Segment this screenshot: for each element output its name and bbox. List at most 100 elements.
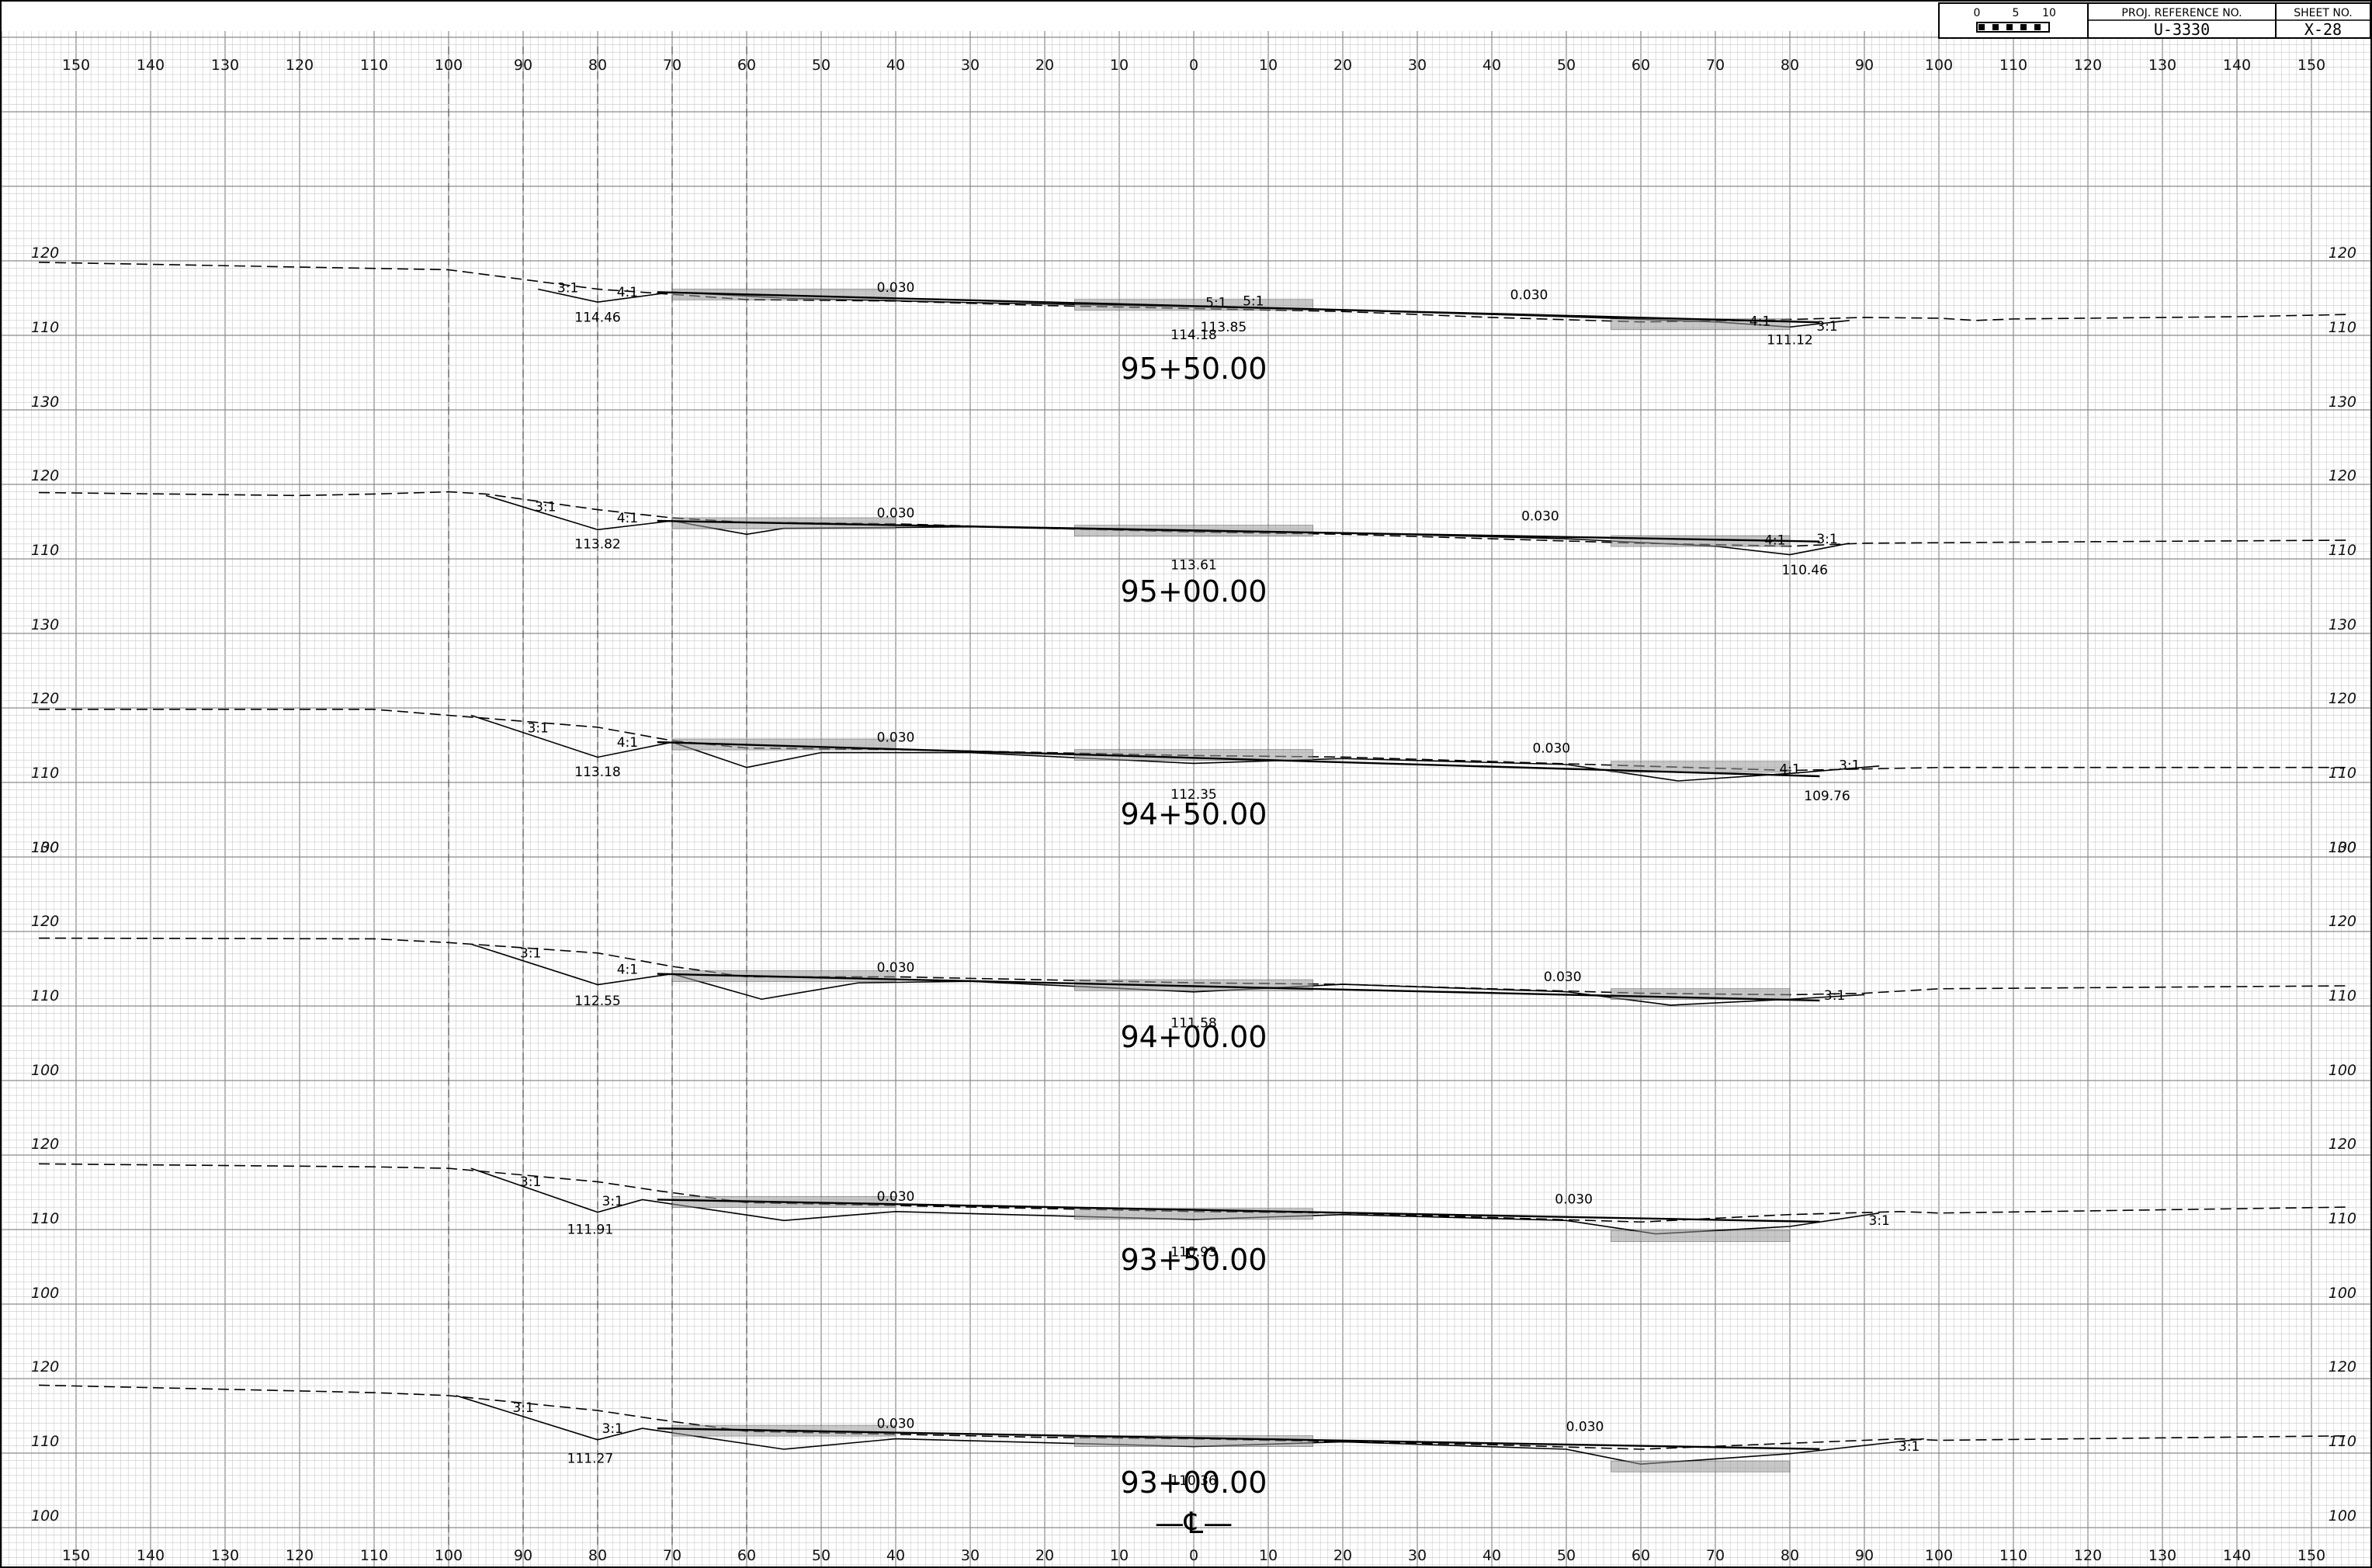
elevation-tick-label: 100 [2329, 1062, 2356, 1079]
cross-slope-left: 0.030 [877, 1417, 915, 1432]
elevation-tick-label: 130 [2329, 616, 2356, 633]
offset-tick-label: 80 [588, 57, 607, 74]
station-label: 94+00.00 [1121, 1020, 1267, 1054]
slope-ratio-label: 3:1 [1816, 319, 1837, 335]
elevation-tick-label: 110 [2329, 1433, 2356, 1450]
slope-ratio-label: 3:1 [1869, 1213, 1890, 1229]
elevation-callout: 112.35 [1170, 787, 1216, 803]
elevation-tick-label: 110 [31, 765, 59, 782]
slope-ratio-label: 3:1 [528, 721, 549, 737]
offset-tick-label: 100 [1925, 57, 1953, 74]
elevation-callout: 110.36 [1170, 1473, 1216, 1489]
elevation-tick-label: 130 [31, 839, 59, 856]
offset-tick-label: 20 [1035, 57, 1054, 74]
offset-tick-label: 30 [1408, 1547, 1427, 1564]
elevation-tick-label: 100 [2329, 1507, 2356, 1525]
offset-tick-label: 30 [961, 1547, 980, 1564]
offset-tick-label: 70 [1706, 57, 1725, 74]
proj-ref-header: PROJ. REFERENCE NO. [2121, 7, 2242, 19]
offset-tick-label: 110 [1999, 57, 2027, 74]
slope-ratio-label: 4:1 [617, 735, 638, 751]
offset-tick-label: 20 [1333, 1547, 1352, 1564]
elevation-tick-label: 100 [31, 1285, 59, 1302]
slope-ratio-label: 3:1 [1899, 1439, 1919, 1455]
cross-slope-right: 0.030 [1555, 1192, 1593, 1208]
offset-tick-label: 60 [1632, 1547, 1650, 1564]
elevation-callout: 109.76 [1804, 789, 1850, 804]
station-label: 95+00.00 [1121, 574, 1267, 609]
offset-tick-label: 0 [1189, 1547, 1198, 1564]
offset-tick-label: 50 [812, 1547, 831, 1564]
station-label: 95+50.00 [1121, 352, 1267, 386]
proj-ref-value: U-3330 [2154, 20, 2210, 39]
cross-slope-left: 0.030 [877, 1189, 915, 1205]
scale-bar-segment [1992, 24, 1999, 30]
elevation-tick-label: 110 [2329, 987, 2356, 1004]
offset-tick-label: 150 [62, 1547, 90, 1564]
elevation-tick-label: 100 [31, 1507, 59, 1525]
slope-ratio-label: 5:1 [1243, 294, 1264, 310]
elevation-tick-label: 120 [31, 690, 59, 707]
elevation-tick-label: 120 [31, 913, 59, 930]
cross-slope-left: 0.030 [877, 280, 915, 296]
offset-tick-label: 100 [435, 1547, 463, 1564]
cross-slope-right: 0.030 [1521, 508, 1559, 524]
offset-tick-label: 40 [1482, 1547, 1501, 1564]
title-block: 0 5 10 PROJ. REFERENCE NO. U-3330 SHEET … [1938, 2, 2371, 39]
offset-tick-label: 110 [360, 57, 388, 74]
elevation-callout: 113.18 [574, 765, 620, 780]
pavement-section [1611, 1460, 1791, 1473]
offset-tick-label: 30 [961, 57, 980, 74]
scale-label-5: 5 [2013, 7, 2020, 19]
slope-ratio-label: 3:1 [520, 945, 541, 961]
cross-section: 120 120 110 110 100 100 0.030 0.030 3:1 4:1 3:1 112… [31, 913, 2356, 1079]
elevation-tick-label: 100 [2329, 1285, 2356, 1302]
elevation-tick-label: 120 [2329, 1136, 2356, 1153]
elevation-tick-label: 120 [31, 467, 59, 484]
offset-tick-label: 60 [737, 1547, 756, 1564]
elevation-tick-label: 120 [2329, 690, 2356, 707]
slope-ratio-label: 4:1 [617, 511, 638, 526]
offset-tick-label: 120 [286, 57, 314, 74]
slope-ratio-label: 5:1 [1205, 296, 1226, 311]
offset-tick-label: 40 [1482, 57, 1501, 74]
slope-ratio-label: 4:1 [617, 285, 638, 300]
elevation-callout: 111.58 [1170, 1016, 1216, 1032]
elevation-tick-label: 110 [2329, 1210, 2356, 1227]
top-offset-axis: 150 140 130 120 110 100 90 80 70 60 50 40 30 20 10 0 10 2… [62, 57, 2325, 74]
offset-tick-label: 60 [1632, 57, 1650, 74]
elevation-callout: 111.12 [1767, 333, 1812, 349]
sheet-no-header: SHEET NO. [2294, 7, 2352, 19]
elevation-tick-label: 120 [31, 1358, 59, 1375]
elevation-tick-label: 120 [31, 1136, 59, 1153]
slope-ratio-label: 3:1 [520, 1174, 541, 1190]
elevation-tick-label: 110 [31, 1210, 59, 1227]
elevation-callout: 110.93 [1170, 1244, 1216, 1260]
finished-grade-line [657, 741, 1820, 778]
offset-tick-label: 50 [1557, 57, 1576, 74]
slope-ratio-label: 3:1 [1824, 988, 1845, 1004]
offset-tick-label: 40 [886, 57, 905, 74]
station-label: 94+50.00 [1121, 797, 1267, 831]
elevation-tick-label: 100 [31, 839, 59, 856]
slope-ratio-label: 3:1 [535, 500, 556, 515]
scale-bar-segment [2006, 24, 2013, 30]
cross-slope-left: 0.030 [877, 506, 915, 522]
offset-tick-label: 10 [1259, 57, 1278, 74]
offset-tick-label: 60 [737, 57, 756, 74]
finished-grade-line [657, 291, 1820, 324]
elevation-tick-label: 130 [31, 616, 59, 633]
slope-ratio-label: 3:1 [557, 280, 578, 296]
slope-ratio-label: 4:1 [617, 963, 638, 978]
elevation-callout: 113.85 [1201, 320, 1247, 335]
station-label: 93+50.00 [1121, 1243, 1267, 1277]
scale-label-0: 0 [1974, 7, 1981, 19]
cross-section: 120 120 110 110 130 130 0.030 0.030 3:1 4:1 4:1 3:1… [31, 467, 2356, 633]
offset-tick-label: 120 [2074, 1547, 2102, 1564]
elevation-tick-label: 110 [2329, 765, 2356, 782]
cross-slope-left: 0.030 [877, 730, 915, 746]
offset-tick-label: 70 [663, 57, 681, 74]
